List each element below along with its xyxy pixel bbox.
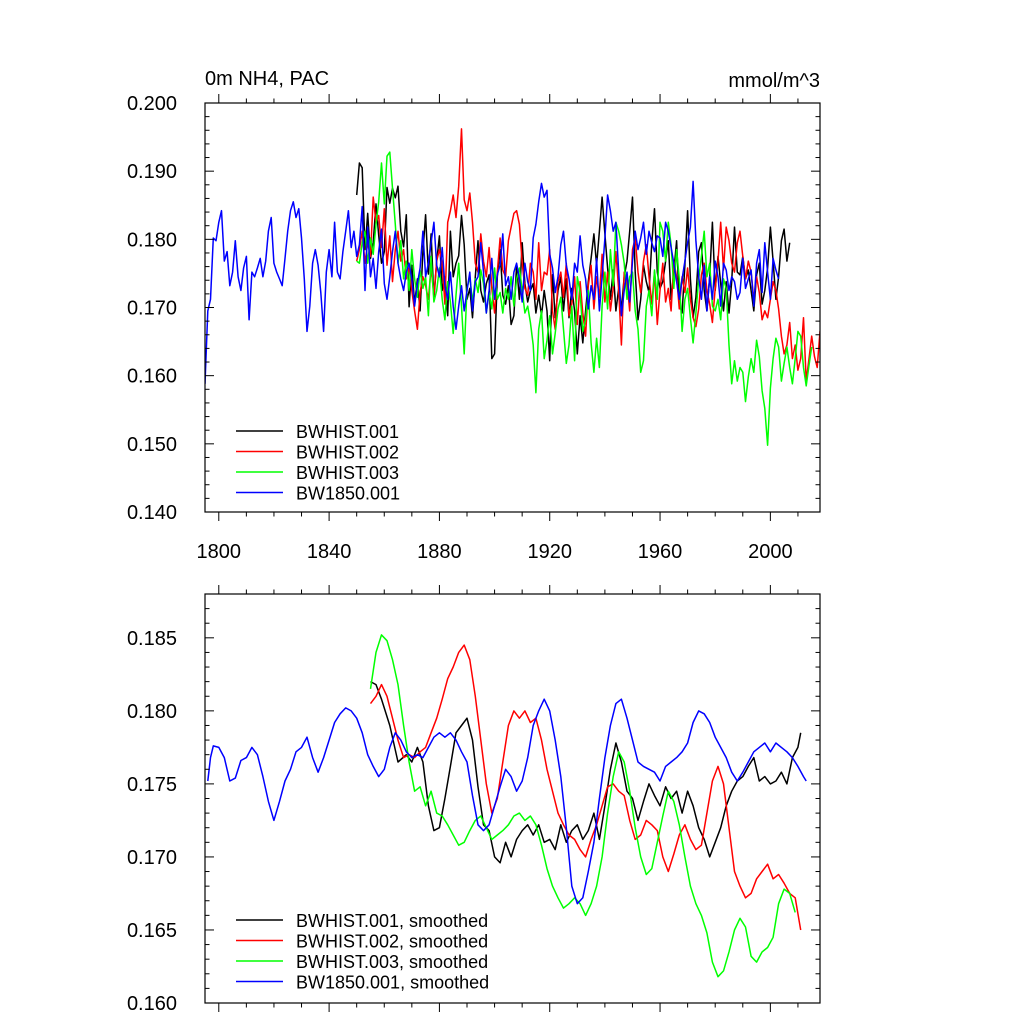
y-tick-label: 0.150 — [127, 434, 177, 456]
x-tick-label: 1920 — [527, 541, 572, 563]
y-tick-label: 0.185 — [127, 628, 177, 650]
legend-label-bwhist-001: BWHIST.001 — [296, 422, 399, 442]
y-tick-label: 0.180 — [127, 229, 177, 251]
x-tick-label: 2000 — [748, 541, 793, 563]
legend-label-bw1850-001-smoothed: BW1850.001, smoothed — [296, 973, 489, 993]
x-tick-label: 1840 — [307, 541, 352, 563]
series-line-bwhist-003-smoothed — [369, 634, 796, 978]
series-line-bw1850-001-smoothed — [207, 698, 807, 905]
y-tick-label: 0.175 — [127, 774, 177, 796]
y-tick-label: 0.190 — [127, 161, 177, 183]
x-tick-label: 1960 — [638, 541, 683, 563]
legend-label-bwhist-003: BWHIST.003 — [296, 463, 399, 483]
y-tick-label: 0.140 — [127, 502, 177, 524]
y-tick-label: 0.170 — [127, 847, 177, 869]
y-tick-label: 0.180 — [127, 701, 177, 723]
y-tick-label: 0.160 — [127, 993, 177, 1015]
legend-label-bwhist-001-smoothed: BWHIST.001, smoothed — [296, 911, 488, 931]
legend-label-bwhist-002: BWHIST.002 — [296, 443, 399, 463]
y-tick-label: 0.165 — [127, 920, 177, 942]
bottom-axis-layer: 0.160 0.165 0.170 0.175 0.180 0.185 — [127, 585, 821, 1015]
top-panel: 0m NH4, PAC mmol/m^3 0.140 0.150 0.160 0.17… — [127, 68, 821, 563]
x-tick-label: 1800 — [197, 541, 242, 563]
legend-label-bw1850-001: BW1850.001 — [296, 484, 400, 504]
y-tick-label: 0.170 — [127, 298, 177, 320]
top-panel-units: mmol/m^3 — [728, 70, 820, 92]
bottom-panel: 0.160 0.165 0.170 0.175 0.180 0.185 BWHIST.00… — [127, 585, 821, 1015]
series-line-bw1850-001 — [205, 180, 780, 384]
y-tick-label: 0.200 — [127, 93, 177, 115]
series-line-bwhist-003 — [356, 151, 813, 446]
legend-label-bwhist-002-smoothed: BWHIST.002, smoothed — [296, 932, 488, 952]
y-tick-label: 0.160 — [127, 366, 177, 388]
x-tick-label: 1880 — [417, 541, 462, 563]
top-panel-title: 0m NH4, PAC — [205, 68, 329, 90]
bottom-series-layer — [207, 634, 807, 978]
series-line-bwhist-001-smoothed — [370, 680, 802, 864]
legend-label-bwhist-003-smoothed: BWHIST.003, smoothed — [296, 952, 488, 972]
series-line-bwhist-002-smoothed — [369, 644, 802, 931]
top-axis-layer: 0.140 0.150 0.160 0.170 0.180 0.190 0.200 1800 1… — [127, 93, 821, 563]
top-series-layer — [205, 128, 820, 446]
